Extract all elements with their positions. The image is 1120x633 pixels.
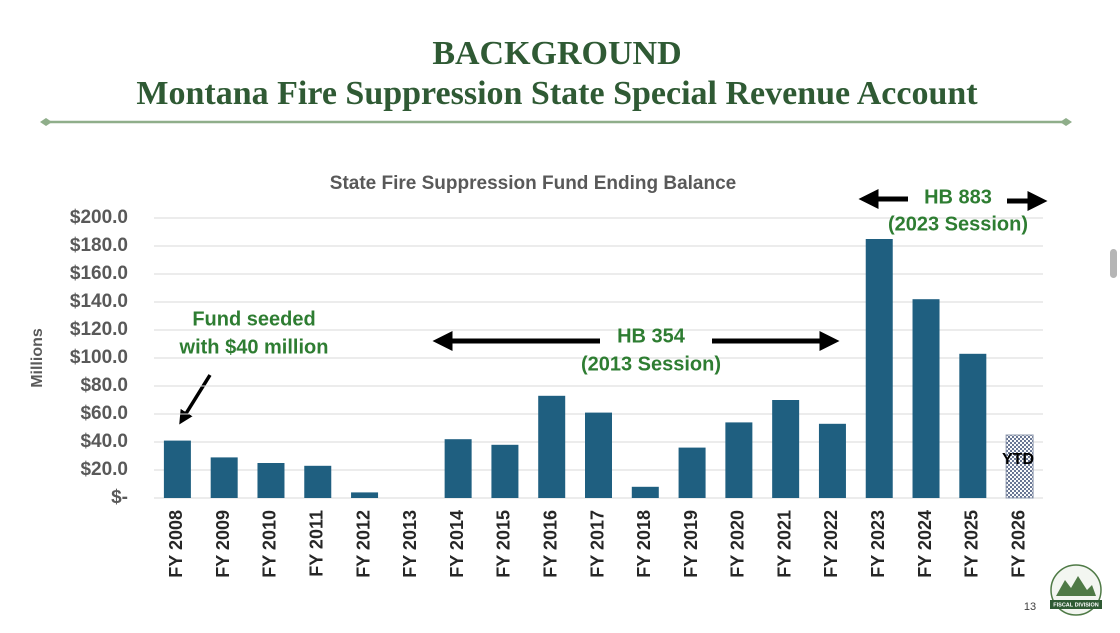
x-tick-label: FY 2011	[307, 510, 327, 577]
bar	[304, 465, 332, 498]
bar	[163, 440, 191, 498]
bar	[959, 353, 987, 498]
y-tick-label: $100.0	[70, 347, 128, 368]
y-tick-label: $140.0	[70, 291, 128, 312]
bar	[772, 400, 800, 498]
annotation: Fund seeded	[192, 308, 315, 330]
bar	[631, 486, 659, 498]
bar	[865, 239, 893, 498]
x-tick-label: FY 2019	[681, 510, 701, 578]
x-tick-label: FY 2010	[260, 510, 280, 578]
x-tick-label: FY 2015	[494, 510, 514, 578]
x-tick-label: FY 2026	[1008, 510, 1028, 578]
logo-text: FISCAL DIVISION	[1053, 602, 1098, 608]
x-tick-label: FY 2017	[587, 510, 607, 578]
annotation: YTD	[1002, 451, 1034, 468]
chart-title: State Fire Suppression Fund Ending Balan…	[330, 173, 736, 194]
logo: FISCAL DIVISION	[1050, 564, 1102, 616]
annotation: (2013 Session)	[581, 353, 721, 375]
bar	[818, 423, 846, 498]
y-tick-label: $180.0	[70, 235, 128, 256]
annotation: with $40 million	[179, 336, 329, 358]
annotation: HB 354	[617, 325, 686, 347]
bar	[585, 412, 612, 498]
bar	[210, 457, 238, 498]
y-tick-label: $200.0	[70, 207, 128, 228]
x-tick-label: FY 2023	[868, 510, 888, 578]
slide-title: BACKGROUND	[432, 35, 681, 72]
bar	[725, 422, 753, 498]
y-tick-label: $20.0	[80, 459, 128, 480]
annotation: (2023 Session)	[888, 213, 1028, 235]
scrollbar[interactable]	[1110, 249, 1117, 278]
x-tick-label: FY 2020	[728, 510, 748, 578]
bar	[1005, 434, 1034, 499]
y-axis-title: Millions	[29, 328, 46, 388]
x-tick-label: FY 2021	[774, 510, 794, 578]
annotation: HB 883	[924, 186, 992, 208]
arrows	[179, 189, 1048, 425]
x-tick-label: FY 2025	[962, 510, 982, 578]
x-tick-label: FY 2008	[166, 510, 186, 578]
x-tick-label: FY 2016	[540, 510, 560, 578]
x-tick-label: FY 2018	[634, 510, 654, 578]
x-tick-label: FY 2012	[353, 510, 373, 578]
bar	[444, 439, 472, 498]
x-tick-label: FY 2014	[447, 510, 467, 578]
y-tick-label: $80.0	[80, 375, 128, 396]
x-tick-label: FY 2009	[213, 510, 233, 578]
y-tick-label: $-	[111, 487, 128, 508]
slide-subtitle: Montana Fire Suppression State Special R…	[136, 75, 978, 112]
bar	[678, 447, 706, 498]
bar	[257, 463, 285, 498]
bar	[351, 492, 379, 498]
x-tick-label: FY 2022	[821, 510, 841, 578]
x-tick-label: FY 2024	[915, 510, 935, 578]
y-tick-label: $160.0	[70, 263, 128, 284]
page-number: 13	[1024, 601, 1036, 613]
x-tick-label: FY 2013	[400, 510, 420, 578]
bar	[491, 444, 519, 498]
bar	[912, 299, 940, 498]
y-tick-label: $40.0	[80, 431, 128, 452]
bar	[538, 395, 566, 498]
y-tick-label: $60.0	[80, 403, 128, 424]
y-tick-label: $120.0	[70, 319, 128, 340]
